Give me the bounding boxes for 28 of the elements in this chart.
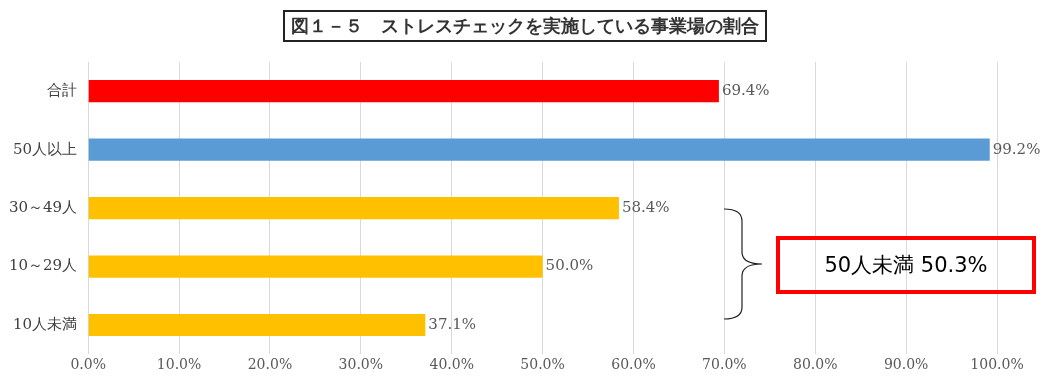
x-tick-label: 80.0% <box>792 356 838 373</box>
y-tick-label: 10～29人 <box>8 256 78 275</box>
x-tick-label: 100.0% <box>970 356 1024 373</box>
y-tick-label: 50人以上 <box>13 139 78 158</box>
data-label: 69.4% <box>721 81 770 100</box>
x-tick-label: 50.0% <box>520 356 565 373</box>
x-tick-label: 60.0% <box>611 356 656 373</box>
y-tick-label: 合計 <box>47 81 78 100</box>
annotation: 50人未満 50.3% <box>776 236 1036 294</box>
bar <box>88 255 543 278</box>
bar <box>88 313 426 337</box>
x-tick-label: 30.0% <box>338 356 384 373</box>
data-label: 37.1% <box>428 314 476 333</box>
y-tick-label: 10人未満 <box>13 314 78 333</box>
x-tick-label: 40.0% <box>429 356 474 373</box>
y-tick-label: 30～49人 <box>8 197 78 216</box>
x-tick-label: 70.0% <box>702 356 747 373</box>
bar <box>88 197 619 220</box>
data-label: 58.4% <box>621 197 670 216</box>
data-label: 99.2% <box>992 139 1041 158</box>
bar <box>88 138 990 161</box>
x-tick-label: 0.0% <box>70 356 106 373</box>
data-label: 50.0% <box>545 256 594 275</box>
x-tick-label: 10.0% <box>156 356 202 373</box>
x-tick-label: 90.0% <box>883 356 929 373</box>
x-tick-label: 20.0% <box>247 356 293 373</box>
chart-title: 図１－５ ストレスチェックを実施している事業場の割合 <box>282 10 767 42</box>
bar <box>88 80 719 103</box>
